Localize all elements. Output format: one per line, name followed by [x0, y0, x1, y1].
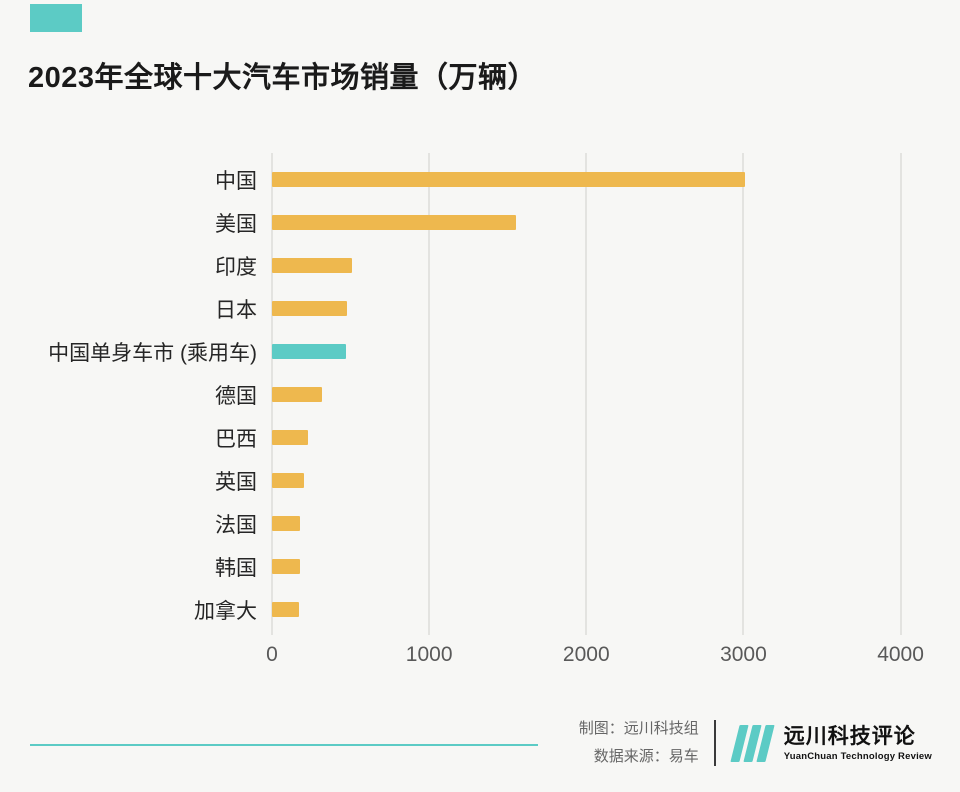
logo-text: 远川科技评论 YuanChuan Technology Review — [784, 724, 932, 762]
bar — [272, 430, 309, 445]
x-tick-label: 3000 — [720, 643, 767, 666]
category-label: 韩国 — [215, 556, 257, 580]
category-label: 印度 — [215, 255, 257, 279]
logo-title: 远川科技评论 — [783, 724, 916, 748]
bar — [272, 516, 301, 531]
credit-source: 数据来源：易车 — [593, 748, 699, 765]
chart-row: 美国 — [30, 201, 932, 244]
chart-row: 德国 — [30, 373, 932, 416]
bar-area — [272, 559, 932, 574]
chart-row: 法国 — [30, 502, 932, 545]
gridline — [585, 153, 588, 635]
category-label: 中国 — [215, 169, 257, 193]
gridline — [742, 153, 745, 635]
chart-row: 英国 — [30, 459, 932, 502]
gridline — [428, 153, 431, 635]
footer-accent-line — [30, 744, 538, 746]
x-tick-label: 1000 — [405, 643, 453, 666]
category-label: 德国 — [215, 384, 257, 408]
accent-square — [30, 4, 82, 32]
chart-row: 中国单身车市 (乘用车) — [30, 330, 932, 373]
category-label: 英国 — [215, 470, 257, 494]
x-tick-label: 2000 — [562, 643, 610, 666]
chart-rows: 中国美国印度日本中国单身车市 (乘用车) 德国巴西英国法国韩国加拿大 — [30, 158, 932, 631]
bar-area — [272, 172, 932, 187]
bar — [272, 215, 516, 230]
bar — [272, 344, 346, 359]
x-tick-label: 4000 — [877, 643, 924, 666]
logo-subtitle: YuanChuan Technology Review — [783, 751, 932, 763]
chart-row: 中国 — [30, 158, 932, 201]
bar-area — [272, 215, 932, 230]
chart-row: 巴西 — [30, 416, 932, 459]
bar — [272, 559, 300, 574]
category-label: 美国 — [215, 212, 257, 236]
bar-area — [272, 430, 932, 445]
bar-area — [272, 473, 932, 488]
bar — [272, 172, 745, 187]
bar — [272, 473, 304, 488]
bar-area — [272, 602, 932, 617]
category-label: 加拿大 — [194, 599, 257, 623]
footer-divider — [713, 720, 716, 766]
bar-area — [272, 387, 932, 402]
category-label: 法国 — [215, 513, 257, 537]
x-tick-label: 0 — [266, 643, 278, 666]
bar — [272, 387, 322, 402]
chart-row: 加拿大 — [30, 588, 932, 631]
chart-title: 2023年全球十大汽车市场销量（万辆） — [28, 62, 538, 94]
bar-area — [272, 258, 932, 273]
chart-row: 印度 — [30, 244, 932, 287]
bar-chart: 中国美国印度日本中国单身车市 (乘用车) 德国巴西英国法国韩国加拿大 0 1000 2… — [30, 153, 932, 671]
bar-area — [272, 344, 932, 359]
gridline — [899, 153, 902, 635]
bar — [272, 301, 347, 316]
category-label: 日本 — [215, 298, 257, 322]
bar-area — [272, 301, 932, 316]
yuanchuan-logo: 远川科技评论 YuanChuan Technology Review — [730, 724, 932, 762]
bar — [272, 602, 299, 617]
bar-area — [272, 516, 932, 531]
credit-maker: 制图：远川科技组 — [578, 720, 699, 738]
category-label: 巴西 — [215, 427, 257, 451]
yuanchuan-logo-icon — [730, 724, 775, 762]
chart-row: 韩国 — [30, 545, 932, 588]
footer: 制图：远川科技组 数据来源：易车 远川科技评论 YuanChuan Techno… — [579, 714, 932, 772]
chart-row: 日本 — [30, 287, 932, 330]
x-axis: 0 1000 2000 3000 4000 — [266, 643, 932, 671]
bar — [272, 258, 352, 273]
category-label: 中国单身车市 (乘用车) — [48, 341, 257, 365]
credits: 制图：远川科技组 数据来源：易车 — [579, 715, 699, 771]
